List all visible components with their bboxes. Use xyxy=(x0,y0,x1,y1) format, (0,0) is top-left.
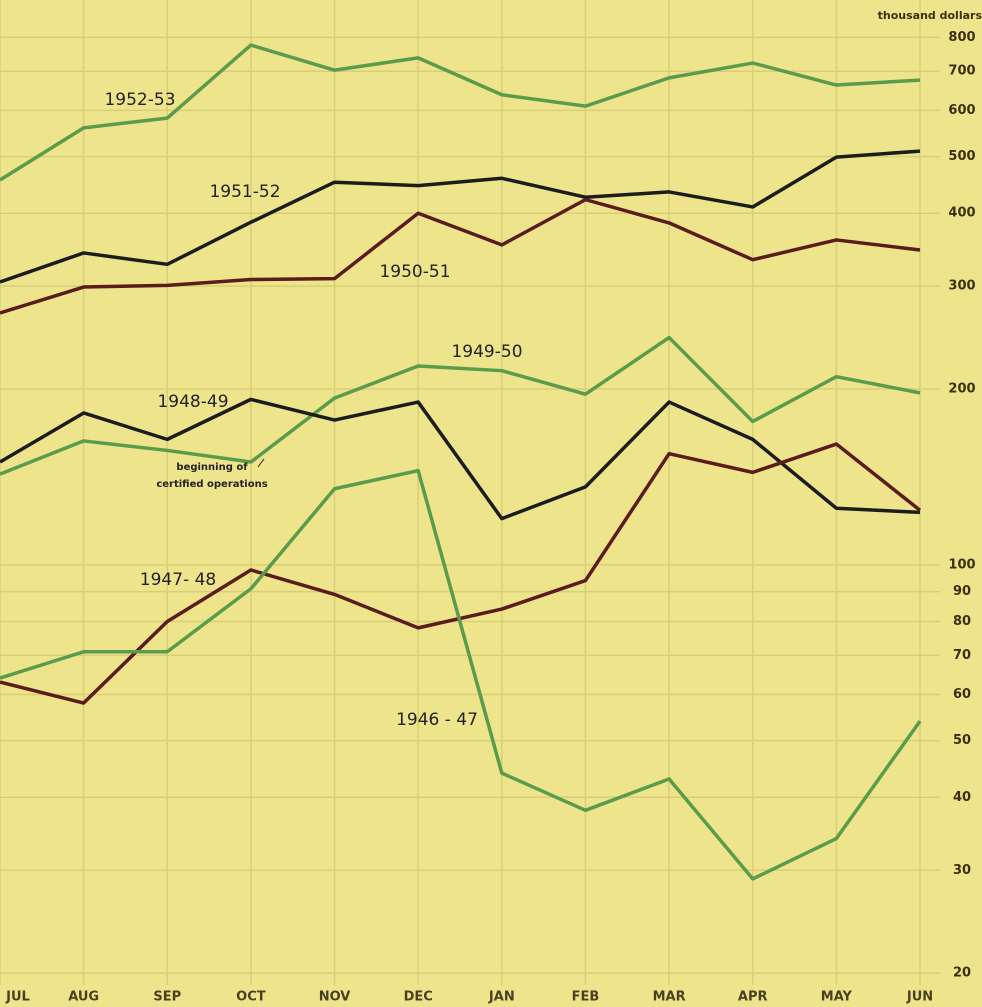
x-tick-label: OCT xyxy=(236,990,266,1005)
y-tick-label: 60 xyxy=(953,687,971,702)
series-label: 1951-52 xyxy=(209,182,280,202)
x-tick-label: FEB xyxy=(572,990,600,1005)
y-axis-label: thousand dollars xyxy=(878,9,982,22)
x-tick-label: JAN xyxy=(488,990,515,1005)
x-tick-label: MAR xyxy=(653,990,686,1005)
x-tick-label: MAY xyxy=(821,990,853,1005)
y-tick-label: 800 xyxy=(948,30,975,45)
series-line xyxy=(0,397,921,521)
y-tick-label: 90 xyxy=(953,584,971,599)
series-line xyxy=(0,197,921,315)
x-tick-label: AUG xyxy=(68,990,99,1005)
series-line xyxy=(0,335,921,476)
x-tick-label: NOV xyxy=(319,990,351,1005)
x-tick-label: JUL xyxy=(5,990,30,1005)
x-tick-label: JUN xyxy=(906,990,933,1005)
y-tick-label: 100 xyxy=(948,557,975,572)
y-tick-label: 40 xyxy=(953,790,971,805)
series-label: 1947- 48 xyxy=(140,570,216,590)
labels: 20 30 40 50 60 70 80 90 100 200 300 400 500 600 700 800… xyxy=(5,30,975,1005)
y-tick-label: 70 xyxy=(953,648,971,663)
y-tick-label: 50 xyxy=(953,733,971,748)
series-label: 1952-53 xyxy=(104,90,175,110)
x-tick-label: DEC xyxy=(404,990,433,1005)
series-label: 1946 - 47 xyxy=(396,710,478,730)
y-tick-label: 300 xyxy=(948,279,975,294)
y-tick-label: 200 xyxy=(948,382,975,397)
x-tick-label: APR xyxy=(738,990,768,1005)
annotation-pointer xyxy=(257,458,265,468)
y-tick-label: 30 xyxy=(953,863,971,878)
series-line xyxy=(0,43,921,182)
series-label: 1950-51 xyxy=(379,262,450,282)
y-tick-label: 700 xyxy=(948,64,975,79)
annotation: certified operations xyxy=(156,479,267,490)
y-tick-label: 80 xyxy=(953,614,971,629)
series-label: 1949-50 xyxy=(451,342,522,362)
y-tick-label: 600 xyxy=(948,103,975,118)
y-tick-label: 20 xyxy=(953,966,971,981)
x-tick-label: SEP xyxy=(153,990,181,1005)
series-line xyxy=(0,149,921,284)
series-line xyxy=(0,442,922,705)
y-tick-label: 400 xyxy=(948,206,975,221)
annotation: beginning of xyxy=(176,462,248,473)
series-label: 1948-49 xyxy=(157,392,228,412)
grid xyxy=(0,0,940,985)
y-tick-label: 500 xyxy=(948,149,975,164)
lines xyxy=(0,43,922,881)
series-line xyxy=(0,468,922,881)
